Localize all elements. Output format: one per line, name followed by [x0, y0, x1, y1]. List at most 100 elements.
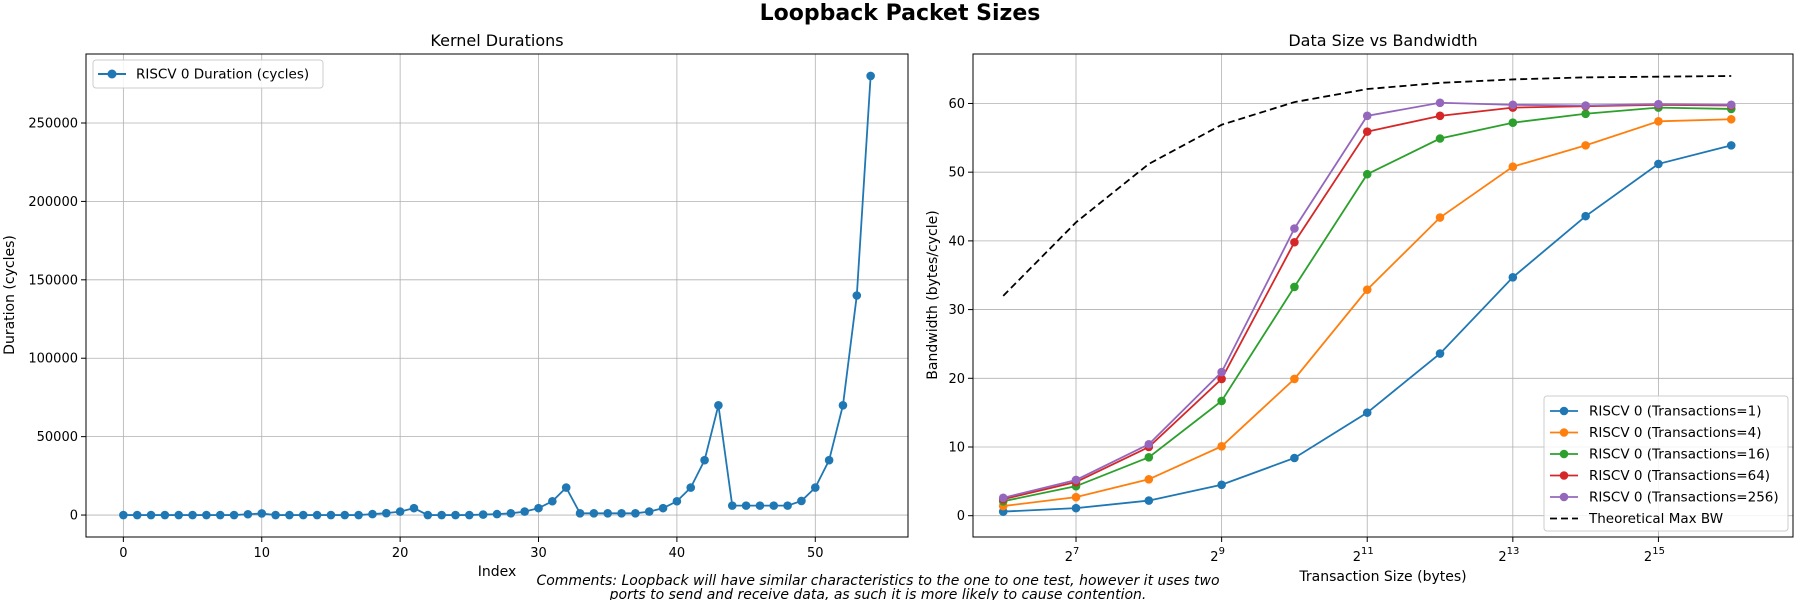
- x-tick-base: 2: [1210, 550, 1218, 565]
- duration-point: [119, 510, 128, 520]
- bandwidth-point: [1217, 396, 1226, 406]
- bandwidth-point: [1435, 213, 1445, 222]
- bandwidth-point: [1435, 349, 1445, 358]
- legend-label: RISCV 0 (Transactions=64): [1589, 468, 1770, 484]
- duration-point: [658, 503, 668, 513]
- duration-point: [257, 509, 267, 518]
- legend-label-duration: RISCV 0 Duration (cycles): [136, 67, 309, 83]
- y-tick-label: 0: [957, 509, 965, 524]
- duration-point: [810, 483, 820, 492]
- bandwidth-point: [1290, 237, 1299, 247]
- x-tick-label: 10: [253, 546, 270, 561]
- legend-marker-duration: [107, 69, 117, 79]
- bandwidth-frame: [972, 53, 1794, 538]
- legend-label: RISCV 0 (Transactions=1): [1589, 404, 1761, 420]
- bandwidth-point: [1435, 98, 1445, 108]
- kernel-durations-series: [119, 71, 875, 520]
- x-tick-label: 20: [392, 546, 409, 561]
- bandwidth-point: [1362, 285, 1372, 294]
- kernel-durations-ticks: 0 10 20 30 40 50 0 50000 100000 150000 200000 25000…: [28, 117, 823, 562]
- duration-point: [520, 507, 529, 516]
- x-tick-exponent: 11: [1361, 546, 1374, 557]
- duration-point: [506, 509, 516, 518]
- duration-point: [271, 510, 280, 520]
- duration-point: [160, 510, 170, 520]
- y-tick-label: 250000: [28, 117, 78, 132]
- duration-point: [437, 510, 446, 520]
- duration-point: [686, 483, 696, 492]
- duration-point: [188, 510, 197, 520]
- kernel-durations-legend-box: [92, 59, 324, 89]
- duration-point: [465, 510, 474, 520]
- x-tick-label: 0: [119, 546, 127, 561]
- bandwidth-point: [1144, 439, 1154, 449]
- kernel-durations-ylabel: Duration (cycles): [2, 235, 18, 355]
- x-tick-base: 2: [1498, 550, 1506, 565]
- x-tick-exponent: 7: [1073, 546, 1079, 557]
- duration-point: [561, 483, 571, 492]
- legend-label: Theoretical Max BW: [1588, 511, 1723, 527]
- duration-point: [644, 507, 654, 516]
- comment-line-1: Comments: Loopback will have similar cha…: [536, 573, 1219, 589]
- bandwidth-point: [998, 493, 1008, 503]
- kernel-durations-frame: [85, 53, 909, 538]
- bandwidth-point: [1362, 169, 1372, 179]
- y-tick-label: 50000: [37, 430, 78, 445]
- duration-point: [381, 508, 391, 518]
- bandwidth-legend: RISCV 0 (Transactions=1) RISCV 0 (Transac…: [1543, 395, 1789, 532]
- duration-point: [769, 501, 779, 510]
- bandwidth-point: [1290, 282, 1299, 292]
- bandwidth-point: [1290, 453, 1299, 463]
- bandwidth-point: [1362, 111, 1372, 121]
- bandwidth-point: [1654, 99, 1663, 109]
- x-tick-label: 215: [1644, 546, 1665, 565]
- comment-line-2: ports to send and receive data, as such …: [609, 587, 1147, 600]
- x-tick-exponent: 13: [1507, 546, 1520, 557]
- x-tick-label: 27: [1065, 546, 1080, 565]
- x-tick-label: 211: [1353, 546, 1374, 565]
- duration-point: [714, 400, 723, 410]
- bandwidth-point: [1435, 111, 1445, 121]
- duration-point: [478, 510, 488, 519]
- bandwidth-point: [1290, 224, 1299, 233]
- duration-point: [174, 510, 184, 520]
- duration-point: [395, 507, 405, 516]
- bandwidth-point: [1071, 492, 1081, 502]
- bandwidth-point: [1581, 101, 1590, 110]
- kernel-durations-legend: RISCV 0 Duration (cycles): [92, 59, 324, 89]
- bandwidth-point: [1144, 474, 1154, 484]
- x-tick-base: 2: [1644, 550, 1652, 565]
- duration-point: [534, 503, 543, 513]
- duration-point: [243, 509, 253, 519]
- duration-point: [866, 71, 875, 81]
- bandwidth-point: [1071, 475, 1081, 485]
- y-tick-label: 200000: [28, 195, 78, 210]
- bandwidth-series-line: [1002, 75, 1732, 297]
- legend-label: RISCV 0 (Transactions=16): [1589, 447, 1770, 463]
- duration-point: [298, 510, 308, 520]
- bandwidth-point: [1071, 503, 1081, 513]
- bandwidth-point: [1217, 367, 1226, 377]
- bandwidth-point: [1508, 162, 1518, 171]
- x-tick-label: 50: [807, 546, 824, 561]
- bandwidth-point: [1654, 117, 1663, 126]
- bandwidth-point: [1217, 480, 1226, 490]
- duration-point: [409, 503, 419, 513]
- duration-point: [700, 455, 709, 465]
- bandwidth-point: [1362, 408, 1372, 417]
- duration-point: [202, 510, 211, 520]
- bandwidth-point: [1726, 100, 1736, 110]
- duration-point: [755, 501, 765, 510]
- legend-label: RISCV 0 (Transactions=256): [1589, 490, 1779, 506]
- duration-point: [783, 501, 792, 510]
- bandwidth-xlabel: Transaction Size (bytes): [1298, 569, 1466, 585]
- legend-label: RISCV 0 (Transactions=4): [1589, 425, 1761, 441]
- duration-point: [146, 510, 156, 520]
- duration-point: [575, 509, 585, 518]
- kernel-durations-axes: 0 10 20 30 40 50 0 50000 100000 150000 200000 25000…: [2, 31, 909, 580]
- y-tick-label: 30: [948, 303, 965, 318]
- duration-point: [838, 400, 848, 410]
- legend-marker: [1559, 471, 1569, 480]
